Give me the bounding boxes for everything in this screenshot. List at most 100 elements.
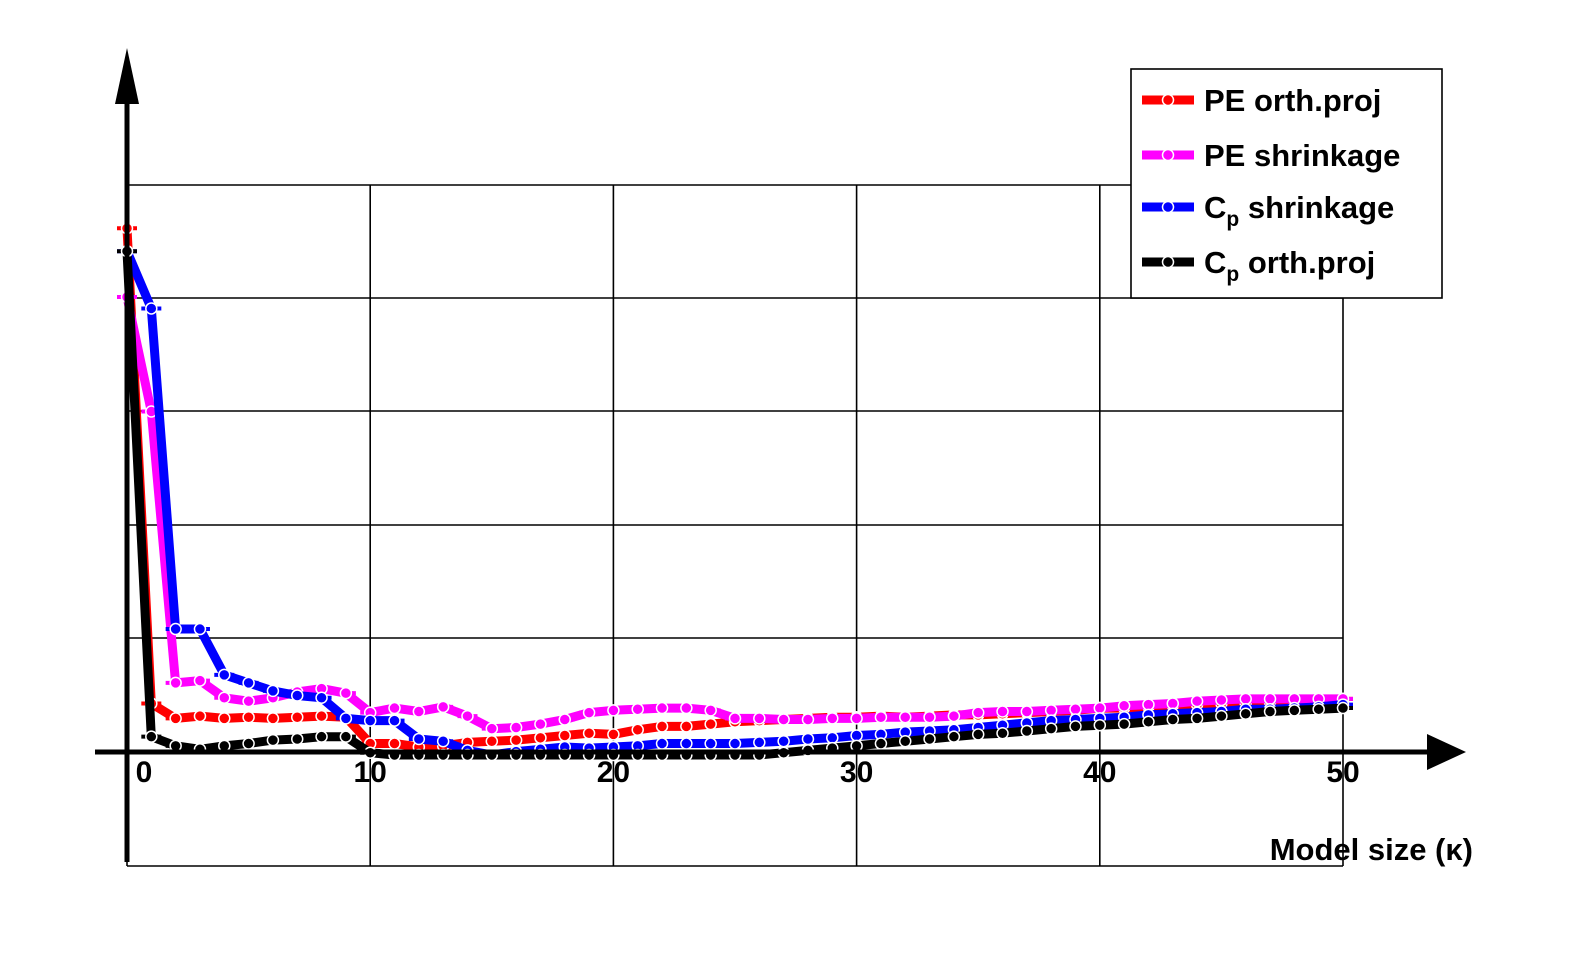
data-point xyxy=(558,713,572,726)
axes xyxy=(95,48,1466,862)
data-point xyxy=(315,691,328,704)
data-point xyxy=(753,736,766,749)
x-tick-labels: 0 10 20 30 40 50 xyxy=(136,756,1360,789)
data-point xyxy=(218,668,231,682)
data-point xyxy=(582,706,596,719)
data-point xyxy=(947,709,961,723)
legend-marker xyxy=(1161,200,1175,214)
data-point xyxy=(339,686,353,700)
legend-label-main: PE orth.proj xyxy=(1204,83,1381,118)
legend-label-subscript: p xyxy=(1226,263,1239,286)
data-point xyxy=(436,735,450,748)
series-0 xyxy=(117,222,1353,754)
legend-marker xyxy=(1161,255,1175,269)
data-point xyxy=(898,710,912,724)
x-axis-arrow-icon xyxy=(1427,734,1466,770)
data-point xyxy=(242,737,255,750)
data-point xyxy=(582,726,596,740)
data-point xyxy=(461,709,474,723)
data-point xyxy=(412,705,426,718)
data-point xyxy=(631,723,644,737)
data-point xyxy=(242,694,255,708)
data-point xyxy=(1263,705,1277,718)
data-point xyxy=(874,710,888,724)
data-point xyxy=(1044,722,1058,735)
data-point xyxy=(388,714,401,727)
data-point xyxy=(728,737,742,750)
x-tick-label: 30 xyxy=(840,756,873,789)
data-point xyxy=(923,732,936,746)
data-point xyxy=(826,712,839,725)
legend-marker xyxy=(1161,148,1175,162)
legend-label-main: C xyxy=(1204,190,1226,225)
series-2 xyxy=(117,244,1353,762)
legend-label-main: C xyxy=(1204,245,1226,280)
legend-label-main: PE shrinkage xyxy=(1204,138,1400,173)
data-point xyxy=(1190,712,1204,725)
data-point xyxy=(218,712,231,725)
data-point xyxy=(1215,693,1228,707)
data-point xyxy=(680,720,693,733)
data-point xyxy=(801,713,815,726)
data-point xyxy=(169,712,182,725)
data-point xyxy=(363,714,377,727)
x-axis-label: Model size (κ) xyxy=(1270,832,1473,867)
series-1 xyxy=(117,290,1353,735)
y-axis-arrow-icon xyxy=(115,48,139,104)
data-point xyxy=(680,701,693,715)
data-point xyxy=(266,712,280,725)
data-point xyxy=(266,733,280,747)
legend-label: PE orth.proj xyxy=(1204,83,1381,118)
legend-label-subscript: p xyxy=(1226,208,1239,231)
data-point xyxy=(1117,699,1131,713)
data-point xyxy=(607,728,620,741)
series-line xyxy=(122,296,1343,734)
data-point xyxy=(169,622,182,636)
data-point xyxy=(169,676,182,690)
data-point xyxy=(655,720,669,733)
data-point xyxy=(509,733,523,747)
x-tick-label: 50 xyxy=(1326,756,1359,789)
data-point xyxy=(1044,704,1058,717)
data-point xyxy=(850,712,863,725)
data-point xyxy=(971,728,985,741)
data-point xyxy=(193,709,207,723)
data-point xyxy=(290,710,304,724)
data-point xyxy=(728,712,742,725)
series-line xyxy=(122,250,1344,760)
data-point xyxy=(801,732,815,746)
x-tick-label: 40 xyxy=(1083,756,1116,789)
data-point xyxy=(631,702,644,716)
data-point xyxy=(1288,704,1301,717)
data-point xyxy=(509,721,523,734)
data-point xyxy=(558,729,572,742)
data-point xyxy=(145,302,158,315)
legend-label-rest: orth.proj xyxy=(1239,245,1375,280)
data-point xyxy=(947,730,961,743)
data-point xyxy=(1239,707,1252,721)
series-layer xyxy=(117,222,1353,762)
data-point xyxy=(145,730,158,743)
data-point xyxy=(412,732,426,746)
data-point xyxy=(1239,692,1252,706)
data-point xyxy=(704,737,717,750)
legend-label: Cp orth.proj xyxy=(1204,245,1375,286)
data-point xyxy=(1093,718,1107,732)
data-point xyxy=(1312,702,1325,716)
data-point xyxy=(1069,702,1082,716)
data-point xyxy=(290,689,304,702)
data-point xyxy=(1190,694,1204,708)
series-line xyxy=(122,228,1344,752)
series-3 xyxy=(117,244,1353,762)
data-point xyxy=(315,730,328,743)
data-point xyxy=(534,717,547,731)
x-tick-label: 20 xyxy=(597,756,630,789)
data-point xyxy=(339,712,353,725)
series-line xyxy=(122,249,1344,760)
data-point xyxy=(218,691,231,704)
data-point xyxy=(1336,701,1350,715)
data-point xyxy=(1117,717,1131,731)
data-point xyxy=(1263,692,1277,706)
